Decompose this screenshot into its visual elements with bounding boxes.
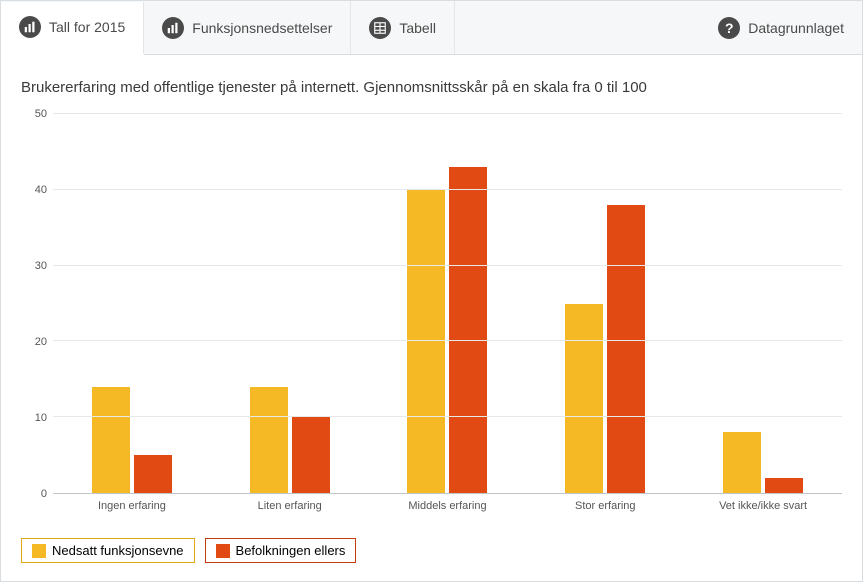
legend-swatch <box>32 544 46 558</box>
bar[interactable] <box>607 205 645 493</box>
tab-funksjonsnedsettelser[interactable]: Funksjonsnedsettelser <box>144 1 351 54</box>
y-tick-label: 20 <box>35 336 47 348</box>
x-axis-label: Stor erfaring <box>526 500 684 512</box>
legend-label: Nedsatt funksjonsevne <box>52 543 184 558</box>
bar-group <box>211 114 369 493</box>
bar-group <box>369 114 527 493</box>
x-axis-label: Liten erfaring <box>211 500 369 512</box>
legend-label: Befolkningen ellers <box>236 543 346 558</box>
gridline <box>53 416 842 417</box>
bar-group <box>684 114 842 493</box>
x-axis-label: Ingen erfaring <box>53 500 211 512</box>
bar-groups <box>53 114 842 493</box>
tab-label: Datagrunnlaget <box>748 20 844 36</box>
bar[interactable] <box>292 417 330 493</box>
y-axis: 01020304050 <box>21 114 53 494</box>
tab-tabell[interactable]: Tabell <box>351 1 455 54</box>
legend-item[interactable]: Befolkningen ellers <box>205 538 357 563</box>
bar[interactable] <box>250 387 288 493</box>
bar-chart-icon <box>162 17 184 39</box>
plot-wrap: 01020304050 <box>21 114 842 494</box>
chart-panel: Tall for 2015 Funksjonsnedsettelser Tabe… <box>0 0 863 582</box>
tab-tall-for-2015[interactable]: Tall for 2015 <box>1 2 144 55</box>
gridline <box>53 189 842 190</box>
bar[interactable] <box>723 432 761 493</box>
y-tick-label: 30 <box>35 260 47 272</box>
legend-swatch <box>216 544 230 558</box>
gridline <box>53 340 842 341</box>
tab-datagrunnlaget[interactable]: ? Datagrunnlaget <box>700 1 862 54</box>
legend-item[interactable]: Nedsatt funksjonsevne <box>21 538 195 563</box>
tab-label: Tall for 2015 <box>49 19 125 35</box>
x-axis-label: Middels erfaring <box>369 500 527 512</box>
bar[interactable] <box>92 387 130 493</box>
chart-title: Brukererfaring med offentlige tjenester … <box>21 79 842 96</box>
y-tick-label: 0 <box>41 488 47 500</box>
bar[interactable] <box>565 304 603 494</box>
bar-group <box>526 114 684 493</box>
tab-label: Funksjonsnedsettelser <box>192 20 332 36</box>
gridline <box>53 113 842 114</box>
table-icon <box>369 17 391 39</box>
y-tick-label: 50 <box>35 108 47 120</box>
x-axis-label: Vet ikke/ikke svart <box>684 500 842 512</box>
plot <box>53 114 842 494</box>
bar[interactable] <box>449 167 487 493</box>
bar-chart-icon <box>19 16 41 38</box>
y-tick-label: 10 <box>35 412 47 424</box>
y-tick-label: 40 <box>35 184 47 196</box>
tab-bar: Tall for 2015 Funksjonsnedsettelser Tabe… <box>1 1 862 55</box>
bar[interactable] <box>765 478 803 493</box>
tab-label: Tabell <box>399 20 436 36</box>
x-axis-labels: Ingen erfaringLiten erfaringMiddels erfa… <box>53 500 842 512</box>
bar[interactable] <box>134 455 172 493</box>
gridline <box>53 265 842 266</box>
chart-area: Brukererfaring med offentlige tjenester … <box>1 55 862 524</box>
legend: Nedsatt funksjonsevne Befolkningen ellers <box>21 538 862 563</box>
help-icon: ? <box>718 17 740 39</box>
bar-group <box>53 114 211 493</box>
bar[interactable] <box>407 190 445 493</box>
